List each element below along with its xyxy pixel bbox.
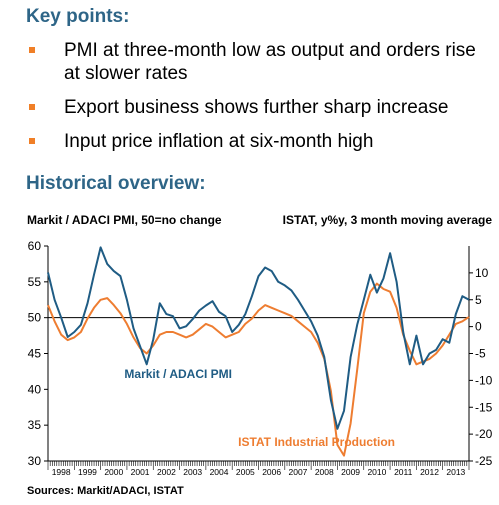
- bullet-square-icon: [29, 104, 35, 110]
- right-tick-label: -20: [475, 427, 493, 441]
- key-points-title: Key points:: [26, 6, 130, 27]
- left-tick-label: 45: [28, 347, 42, 361]
- left-axis-ticks: 30 35 40 45 50 55 60: [28, 239, 48, 468]
- chart-sources: Sources: Markit/ADACI, ISTAT: [27, 485, 184, 497]
- x-tick-label: 2001: [131, 467, 150, 477]
- key-point-text: Input price inflation at six-month high: [64, 131, 374, 152]
- left-tick-label: 55: [28, 275, 42, 289]
- pmi-series-line: [47, 246, 470, 430]
- istat-series-label: ISTAT Industrial Production: [238, 435, 395, 449]
- left-tick-label: 60: [28, 239, 42, 253]
- x-tick-label: 2007: [289, 467, 308, 477]
- x-tick-label: 1998: [52, 467, 71, 477]
- x-tick-label: 2010: [367, 467, 386, 477]
- x-tick-label: 2013: [446, 467, 465, 477]
- right-tick-label: 0: [475, 320, 482, 334]
- key-point-text: Export business shows further sharp incr…: [64, 97, 449, 118]
- x-tick-label: 2009: [341, 467, 360, 477]
- key-point-text: PMI at three-month low as output and ord…: [64, 40, 476, 84]
- right-tick-label: -5: [475, 347, 486, 361]
- x-tick-label: 2004: [210, 467, 229, 477]
- key-point-item: Export business shows further sharp incr…: [26, 96, 496, 119]
- historical-overview-title: Historical overview:: [26, 173, 206, 194]
- left-tick-label: 30: [28, 454, 42, 468]
- right-tick-label: -15: [475, 400, 493, 414]
- right-tick-label: 5: [475, 293, 482, 307]
- istat-series-line: [47, 282, 470, 457]
- bullet-square-icon: [29, 47, 35, 53]
- right-tick-label: 10: [475, 266, 489, 280]
- left-tick-label: 35: [28, 418, 42, 432]
- x-tick-label: 1999: [78, 467, 97, 477]
- x-tick-label: 2005: [236, 467, 255, 477]
- x-tick-label: 2011: [394, 467, 413, 477]
- x-tick-label: 2008: [315, 467, 334, 477]
- pmi-series-label: Markit / ADACI PMI: [124, 367, 232, 381]
- x-tick-label: 2003: [183, 467, 202, 477]
- x-axis-ticks: 1998 1999 2000 2001 2002 2003 2004 2005 2006 2007…: [47, 461, 470, 477]
- left-axis-label: Markit / ADACI PMI, 50=no change: [27, 213, 222, 227]
- bullet-square-icon: [29, 138, 35, 144]
- chart-series: [47, 246, 470, 457]
- right-axis-ticks: -25 -20 -15 -10 -5 0 5 10: [469, 266, 493, 468]
- right-axis-label: ISTAT, y%y, 3 month moving average: [282, 213, 492, 227]
- key-point-item: PMI at three-month low as output and ord…: [26, 39, 496, 85]
- x-tick-label: 2012: [420, 467, 439, 477]
- key-points-list: PMI at three-month low as output and ord…: [26, 39, 496, 164]
- x-tick-label: 2002: [157, 467, 176, 477]
- series-labels: ISTAT Industrial Production Markit / ADAC…: [124, 367, 395, 449]
- right-tick-label: -25: [475, 454, 493, 468]
- x-tick-label: 2006: [262, 467, 281, 477]
- left-tick-label: 40: [28, 382, 42, 396]
- x-tick-label: 2000: [104, 467, 123, 477]
- key-point-item: Input price inflation at six-month high: [26, 130, 496, 153]
- left-tick-label: 50: [28, 311, 42, 325]
- right-tick-label: -10: [475, 373, 493, 387]
